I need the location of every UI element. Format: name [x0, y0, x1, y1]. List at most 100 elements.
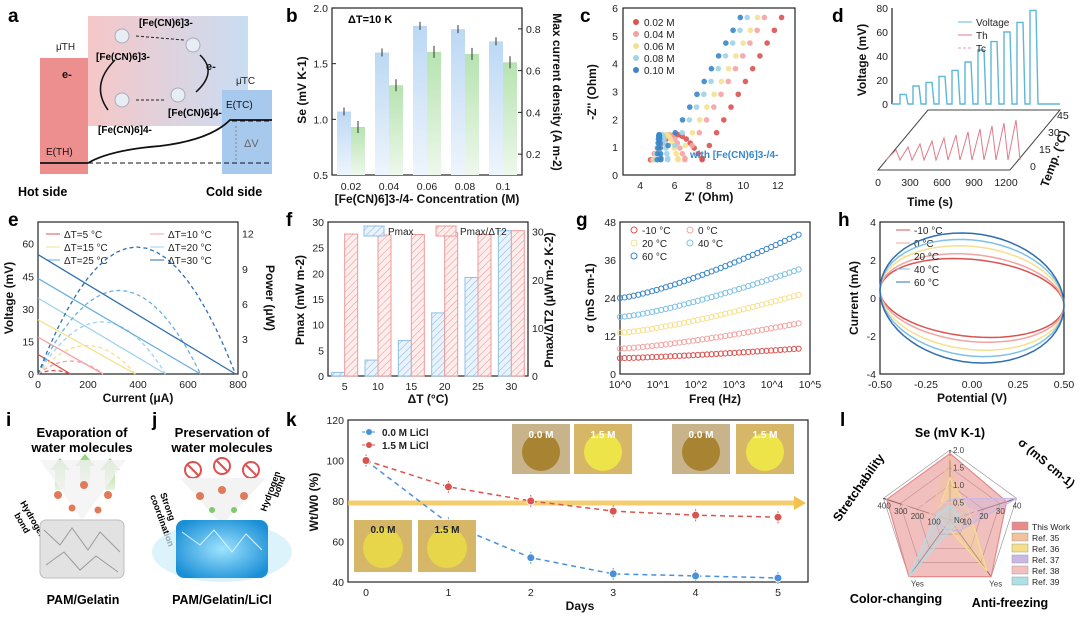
data-point — [754, 27, 760, 34]
gel-disc — [427, 528, 467, 568]
radar-tick: 0.5 — [953, 499, 965, 508]
tick-label-y: -4 — [867, 369, 876, 381]
tick-label-x: 600 — [933, 177, 951, 189]
data-point — [754, 327, 761, 334]
tick-label-y2: 6 — [242, 299, 248, 311]
data-point — [742, 78, 749, 85]
cold-side-label: Cold side — [206, 185, 262, 199]
polymer-network-icon — [39, 519, 125, 579]
data-point — [676, 339, 683, 346]
tick-label-y: 60 — [332, 537, 344, 549]
data-point — [763, 325, 770, 333]
data-point — [768, 347, 775, 354]
data-point — [662, 353, 669, 360]
data-point — [720, 117, 727, 123]
tick-label-x: 8 — [706, 180, 712, 192]
tick-label-y: 4 — [612, 59, 618, 71]
tick-label-z: 15 — [1039, 144, 1051, 156]
fe4-label-left: [Fe(CN)6]4- — [98, 125, 152, 136]
panel-a-letter: a — [8, 6, 19, 27]
legend-marker — [633, 67, 639, 73]
tick-label-y2: 0.6 — [526, 66, 541, 78]
funnel-shade — [180, 478, 266, 525]
legend-label-pmax: Pmax — [388, 227, 414, 238]
fe4-label-right: [Fe(CN)6]4- — [168, 108, 222, 119]
tick-label-y2: 9 — [242, 264, 248, 276]
data-point — [772, 347, 779, 354]
data-point — [671, 353, 679, 360]
legend-swatch — [1011, 565, 1029, 575]
data-point — [696, 117, 703, 123]
tick-label-x: 900 — [965, 177, 983, 189]
data-point — [713, 129, 720, 136]
panel-h-marks: -10 °C0 °C20 °C40 °C60 °C-0.50 -0.25 0.00 0… — [867, 217, 1075, 391]
legend-swatch-pmax-dt2 — [435, 225, 457, 237]
power-curve — [37, 289, 202, 375]
gel-disc — [746, 433, 784, 471]
tick-label-y: 20 — [876, 75, 888, 87]
legend-label: Ref. 36 — [1032, 544, 1060, 554]
tick-label-x: 6 — [672, 180, 678, 192]
blocked-arrow-icons — [184, 457, 260, 479]
photo-label: 1.5 M — [590, 430, 615, 441]
data-point — [725, 65, 732, 72]
ion-sphere-icon — [185, 37, 201, 53]
power-curve — [37, 246, 237, 375]
data-point — [626, 354, 633, 362]
tick-label-x: 10 — [738, 180, 750, 192]
tick-label-y: 45 — [22, 271, 34, 283]
data-point — [626, 328, 633, 336]
data-point — [768, 325, 775, 332]
panel-b: b ΔT=10 K 0.02 0.04 0.06 0.08 0.1 0.5 1.0 1.5 2.… — [286, 3, 564, 206]
data-point — [696, 129, 703, 136]
data-point — [676, 352, 683, 359]
bar-se — [413, 25, 427, 175]
panel-f-ylabel: Pmax (mW m-2) — [293, 255, 307, 345]
panel-e-letter: e — [8, 210, 19, 231]
legend-marker — [630, 226, 638, 234]
data-point — [662, 323, 669, 330]
data-point — [722, 350, 729, 357]
panel-e-ylabel: Voltage (mV) — [2, 262, 16, 334]
tick-label-y: 80 — [332, 496, 344, 508]
panel-b-note: ΔT=10 K — [348, 14, 392, 26]
tick-label-y: 24 — [604, 293, 616, 305]
tick-label-x: -0.50 — [868, 379, 892, 391]
panel-e-y2label: Power (μW) — [263, 265, 277, 331]
power-curve — [37, 369, 71, 375]
data-point — [694, 336, 701, 344]
data-point — [616, 355, 624, 362]
tick-label-y: 30 — [312, 217, 324, 229]
data-point — [690, 337, 697, 344]
reference-arrow-icon — [794, 496, 806, 511]
legend-label: 60 °C — [914, 278, 939, 289]
data-point — [621, 313, 628, 320]
panel-i-caption: PAM/Gelatin — [47, 593, 120, 607]
tick-label-y: 1.0 — [313, 114, 328, 126]
photo-label: 0.0 M — [528, 430, 553, 441]
bar-pmax-dt2 — [510, 230, 525, 377]
cv-loop — [879, 257, 1065, 339]
data-point — [677, 145, 683, 151]
data-point — [648, 354, 656, 361]
legend-label: 0.06 M — [644, 42, 675, 53]
oxidation-arrow — [135, 35, 185, 41]
legend-swatch — [1011, 576, 1029, 586]
bar-pmax-dt2 — [444, 232, 459, 377]
legend-swatch — [1011, 521, 1029, 531]
legend-label: ΔT=10 °C — [168, 230, 212, 241]
data-point — [711, 104, 717, 110]
data-point — [733, 53, 739, 59]
bar-pmax-dt2 — [410, 234, 425, 377]
panel-k-ylabel: Wt/W0 (%) — [307, 473, 321, 532]
dv-label: ΔV — [244, 138, 259, 150]
data-point — [658, 353, 665, 360]
fe3-label-left: [Fe(CN)6]3- — [96, 52, 150, 63]
legend-label: -10 °C — [914, 226, 942, 237]
data-point — [361, 456, 371, 465]
data-point — [648, 325, 656, 332]
tick-label-y: 6 — [612, 3, 618, 15]
data-point — [758, 348, 766, 355]
data-point — [739, 53, 746, 59]
